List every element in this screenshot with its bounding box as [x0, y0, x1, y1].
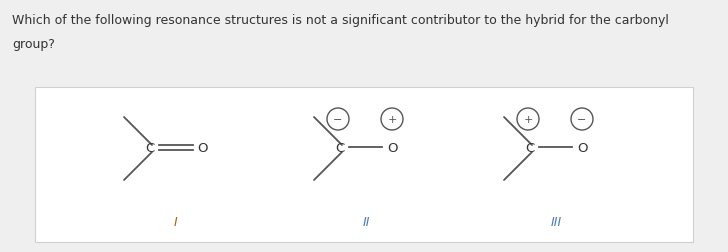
Text: −: −: [333, 115, 343, 124]
Text: O: O: [387, 141, 397, 154]
Text: Which of the following resonance structures is not a significant contributor to : Which of the following resonance structu…: [12, 14, 669, 27]
Text: C: C: [526, 141, 534, 154]
Text: +: +: [523, 115, 533, 124]
Text: I: I: [174, 216, 178, 229]
Text: O: O: [577, 141, 587, 154]
Text: +: +: [387, 115, 397, 124]
Text: C: C: [336, 141, 344, 154]
Text: III: III: [550, 216, 561, 229]
Text: C: C: [146, 141, 154, 154]
Text: II: II: [363, 216, 370, 229]
FancyBboxPatch shape: [35, 88, 693, 242]
Text: −: −: [577, 115, 587, 124]
Text: group?: group?: [12, 38, 55, 51]
Text: O: O: [197, 141, 207, 154]
